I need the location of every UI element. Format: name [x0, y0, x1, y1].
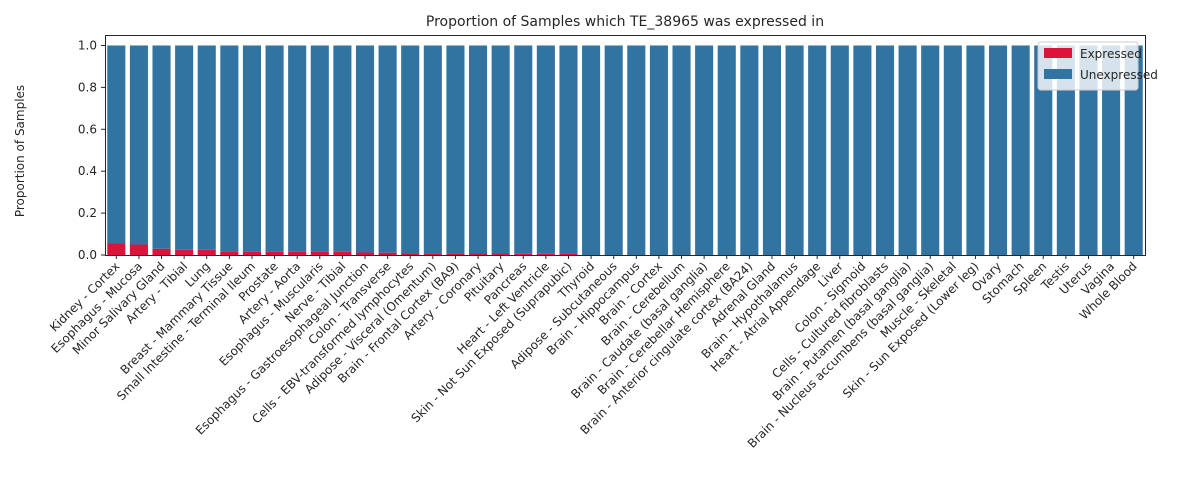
bar-unexpressed — [989, 45, 1008, 256]
bar-unexpressed — [717, 45, 736, 256]
series-unexpressed-bars — [107, 45, 1143, 256]
plot-frame — [105, 35, 1146, 256]
bar-unexpressed — [175, 45, 194, 250]
bar-expressed — [514, 253, 533, 255]
bar-expressed — [469, 253, 488, 255]
bar-unexpressed — [469, 45, 488, 254]
bar-unexpressed — [423, 45, 442, 254]
bar-unexpressed — [1034, 45, 1053, 256]
bar-unexpressed — [401, 45, 420, 254]
legend-label-expressed: Expressed — [1080, 47, 1142, 61]
y-tick-label: 0.0 — [78, 248, 97, 262]
bar-unexpressed — [853, 45, 872, 256]
bar-unexpressed — [514, 45, 533, 254]
bar-unexpressed — [1124, 45, 1143, 256]
bar-unexpressed — [875, 45, 895, 256]
bar-expressed — [152, 248, 171, 255]
bar-unexpressed — [242, 45, 261, 252]
bar-unexpressed — [966, 45, 985, 256]
bar-unexpressed — [107, 45, 126, 244]
y-tick-label: 0.6 — [78, 122, 97, 136]
bar-expressed — [378, 252, 397, 255]
y-tick-label: 0.4 — [78, 164, 97, 178]
bar-unexpressed — [220, 45, 239, 252]
y-tick-label: 1.0 — [78, 38, 97, 52]
bar-expressed — [355, 252, 375, 255]
bar-unexpressed — [355, 45, 375, 253]
bar-unexpressed — [129, 45, 148, 245]
bar-unexpressed — [536, 45, 555, 254]
bar-unexpressed — [740, 45, 759, 256]
legend-swatch-expressed — [1044, 48, 1072, 58]
bar-unexpressed — [672, 45, 691, 256]
y-tick-label: 0.2 — [78, 206, 97, 220]
bar-expressed — [559, 253, 578, 255]
bar-expressed — [197, 249, 216, 255]
bar-unexpressed — [197, 45, 216, 250]
bar-unexpressed — [898, 45, 917, 256]
bar-expressed — [129, 244, 148, 255]
bar-expressed — [288, 251, 307, 255]
bar-unexpressed — [604, 45, 623, 256]
bar-expressed — [491, 253, 510, 255]
bar-unexpressed — [1102, 45, 1121, 256]
bar-unexpressed — [152, 45, 171, 249]
bar-unexpressed — [649, 45, 668, 256]
bar-unexpressed — [265, 45, 284, 252]
y-axis: 0.0 0.2 0.4 0.6 0.8 1.0 — [78, 38, 105, 262]
bar-expressed — [536, 253, 555, 255]
legend: Expressed Unexpressed — [1037, 41, 1158, 91]
bar-expressed — [242, 251, 261, 255]
bar-unexpressed — [627, 45, 646, 256]
bar-unexpressed — [1056, 45, 1075, 256]
series-expressed-bars — [107, 243, 578, 255]
bar-unexpressed — [491, 45, 510, 254]
bar-unexpressed — [288, 45, 307, 252]
legend-label-unexpressed: Unexpressed — [1080, 68, 1158, 82]
bar-unexpressed — [830, 45, 849, 256]
bar-expressed — [401, 253, 420, 255]
bar-unexpressed — [446, 45, 465, 254]
bar-expressed — [175, 249, 194, 255]
legend-swatch-unexpressed — [1044, 69, 1072, 79]
bar-unexpressed — [1079, 45, 1098, 256]
bar-unexpressed — [1011, 45, 1030, 256]
bar-expressed — [333, 251, 352, 255]
bar-unexpressed — [559, 45, 578, 254]
bar-expressed — [220, 251, 239, 255]
bar-expressed — [446, 253, 465, 255]
y-axis-title: Proportion of Samples — [13, 85, 27, 217]
y-tick-label: 0.8 — [78, 80, 97, 94]
bar-unexpressed — [808, 45, 827, 256]
bar-unexpressed — [582, 45, 601, 256]
bar-expressed — [423, 253, 442, 255]
bar-unexpressed — [762, 45, 781, 256]
bar-expressed — [265, 251, 284, 255]
bar-expressed — [107, 243, 126, 255]
bar-unexpressed — [943, 45, 962, 256]
bar-unexpressed — [378, 45, 397, 253]
bar-unexpressed — [333, 45, 352, 252]
bar-unexpressed — [785, 45, 804, 256]
bar-unexpressed — [695, 45, 714, 256]
bar-expressed — [310, 251, 329, 255]
chart-title: Proportion of Samples which TE_38965 was… — [426, 14, 824, 30]
bar-unexpressed — [310, 45, 329, 252]
bar-unexpressed — [921, 45, 940, 256]
